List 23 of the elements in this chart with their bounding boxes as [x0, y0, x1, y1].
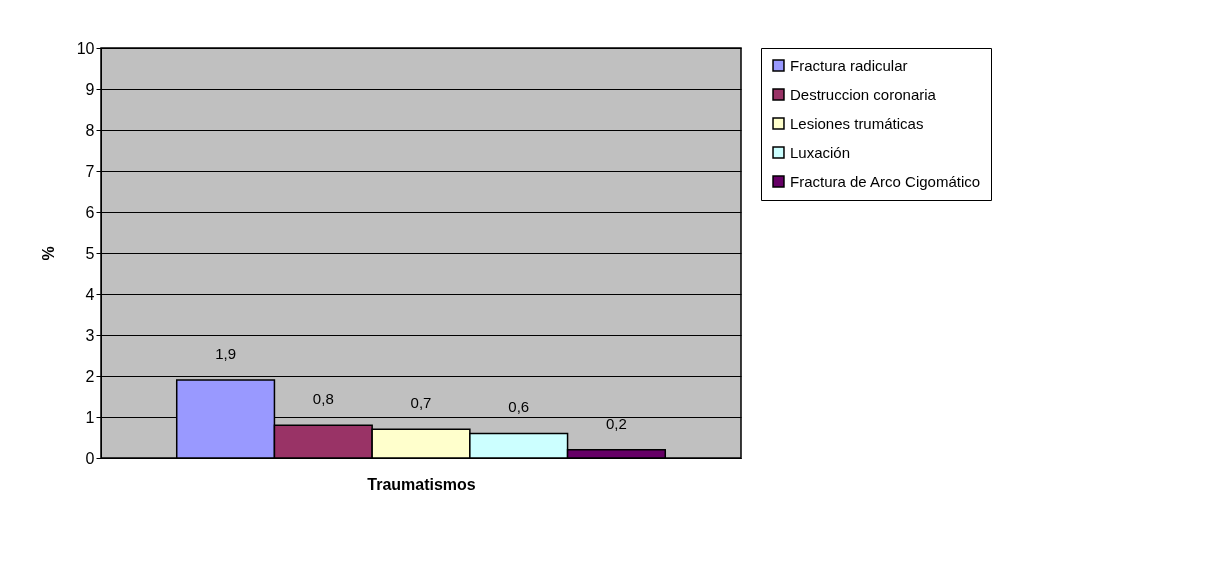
y-tick-label: 8	[85, 121, 95, 139]
y-tick-label: 7	[85, 162, 95, 180]
y-axis-title: %	[39, 246, 57, 261]
data-label: 0,8	[312, 390, 334, 408]
x-axis-title: Traumatismos	[367, 475, 476, 493]
data-label: 0,6	[508, 398, 530, 416]
y-tick-label: 9	[85, 80, 95, 98]
y-tick-label: 0	[85, 449, 95, 467]
data-label: 0,7	[410, 394, 432, 412]
y-tick-label: 10	[76, 39, 95, 57]
data-label: 1,9	[215, 345, 237, 363]
y-tick-label: 4	[85, 285, 95, 303]
legend-label: Lesiones trumáticas	[790, 114, 924, 132]
y-tick-label: 1	[85, 408, 95, 426]
legend-label: Luxación	[790, 143, 851, 161]
legend-label: Fractura de Arco Cigomático	[790, 172, 981, 190]
y-tick-label: 2	[85, 367, 95, 385]
legend-label: Destruccion coronaria	[790, 85, 937, 103]
y-tick-label: 5	[85, 244, 95, 262]
y-tick-label: 3	[85, 326, 95, 344]
data-label: 0,2	[605, 414, 627, 432]
y-tick-label: 6	[85, 203, 95, 221]
legend-label: Fractura radicular	[790, 56, 908, 74]
